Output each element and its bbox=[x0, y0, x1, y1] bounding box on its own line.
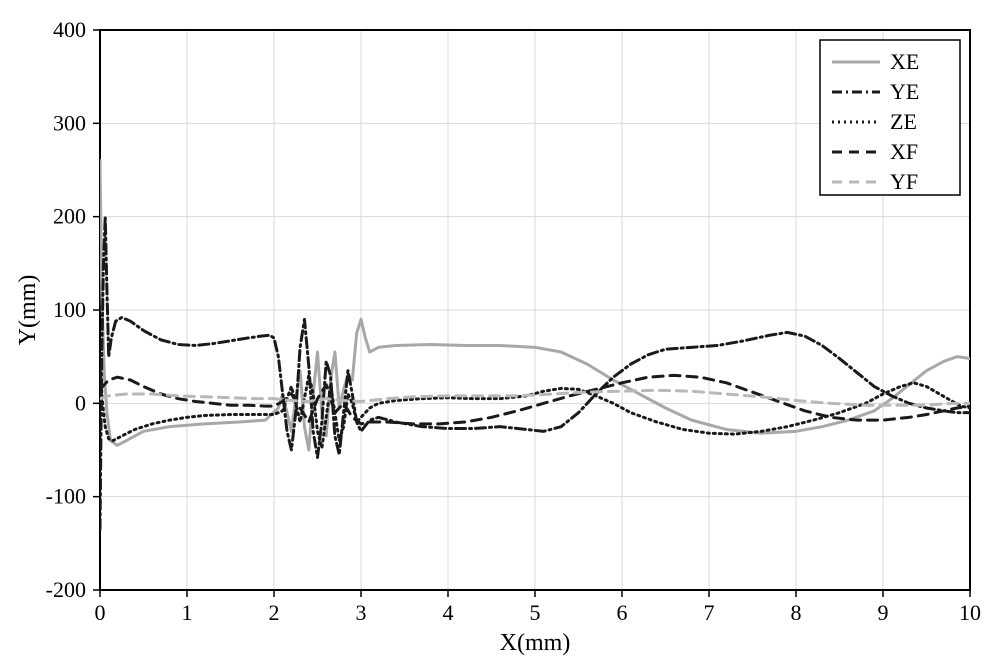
y-tick-label: -100 bbox=[46, 484, 86, 509]
x-tick-label: 4 bbox=[443, 600, 454, 625]
legend-label: XF bbox=[890, 139, 918, 164]
y-axis-label: Y(mm) bbox=[15, 275, 41, 346]
chart-container: 0 1 2 3 4 5 6 7 8 9 10 -200 -100 0 100 200 300 400 X(mm) Y(… bbox=[0, 0, 1000, 667]
x-tick-label: 6 bbox=[617, 600, 628, 625]
y-tick-label: -200 bbox=[46, 577, 86, 602]
x-tick-label: 3 bbox=[356, 600, 367, 625]
x-tick-label: 5 bbox=[530, 600, 541, 625]
y-tick-label: 200 bbox=[53, 204, 86, 229]
x-tick-label: 8 bbox=[791, 600, 802, 625]
x-tick-label: 10 bbox=[959, 600, 981, 625]
legend-label: YF bbox=[890, 169, 918, 194]
y-tick-label: 300 bbox=[53, 110, 86, 135]
y-tick-label: 400 bbox=[53, 17, 86, 42]
x-tick-label: 2 bbox=[269, 600, 280, 625]
y-tick-label: 0 bbox=[75, 390, 86, 415]
x-tick-label: 9 bbox=[878, 600, 889, 625]
legend-label: YE bbox=[890, 79, 919, 104]
x-tick-label: 7 bbox=[704, 600, 715, 625]
legend-label: XE bbox=[890, 49, 919, 74]
x-tick-label: 0 bbox=[95, 600, 106, 625]
x-axis-label: X(mm) bbox=[500, 630, 571, 656]
legend-label: ZE bbox=[890, 109, 917, 134]
y-tick-label: 100 bbox=[53, 297, 86, 322]
chart-svg: 0 1 2 3 4 5 6 7 8 9 10 -200 -100 0 100 200 300 400 X(mm) Y(… bbox=[0, 0, 1000, 667]
x-tick-label: 1 bbox=[182, 600, 193, 625]
